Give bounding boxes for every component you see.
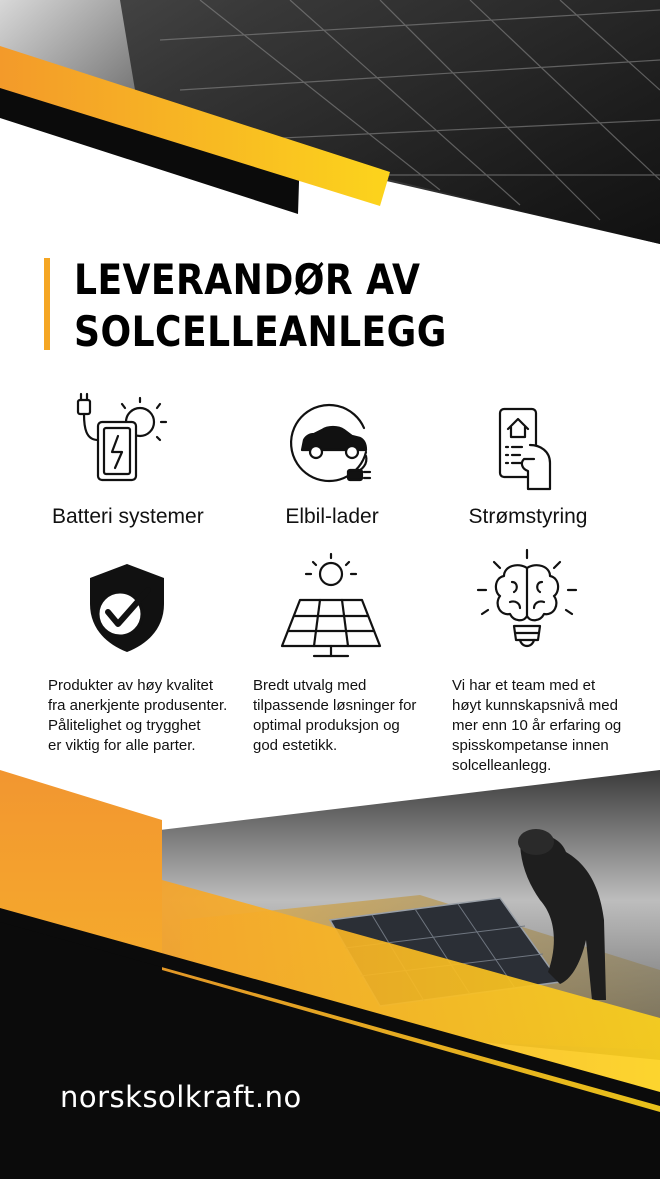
yellow-stripe <box>0 46 390 206</box>
shield-check-icon <box>90 564 164 652</box>
brain-bulb-icon <box>476 548 578 648</box>
value-text-quality: Produkter av høy kvalitet fra anerkjente… <box>48 676 227 756</box>
value-text-selection: Bredt utvalg med tilpassende løsninger f… <box>253 676 416 756</box>
value-text-line: spisskompetanse innen <box>452 737 609 754</box>
black-band <box>0 915 660 1179</box>
value-text-team: Vi har et team med et høyt kunnskapsnivå… <box>452 676 621 776</box>
solar-panel-sun-icon <box>280 552 382 658</box>
battery-charger-sun-icon <box>76 392 168 482</box>
value-text-line: høyt kunnskapsnivå med <box>452 697 618 714</box>
bottom-banner <box>0 770 660 1179</box>
title-line-1: LEVERANDØR AV <box>74 255 421 304</box>
electric-car-plug-icon <box>290 403 372 483</box>
value-text-line: Vi har et team med et <box>452 677 596 694</box>
value-text-line: Pålitelighet og trygghet <box>48 717 201 734</box>
service-label-battery: Batteri systemer <box>52 505 204 528</box>
smart-home-phone-icon <box>498 407 552 491</box>
top-banner <box>0 0 660 280</box>
installer-figure <box>520 835 606 1000</box>
value-text-line: optimal produksjon og <box>253 717 400 734</box>
page-title: LEVERANDØR AV SOLCELLEANLEGG <box>74 254 447 358</box>
yellow-stripe <box>162 880 660 1112</box>
value-text-line: tilpassende løsninger for <box>253 697 417 714</box>
website-link[interactable]: norsksolkraft.no <box>60 1080 302 1114</box>
title-accent-bar <box>44 258 50 350</box>
value-text-line: er viktig for alle parter. <box>48 737 196 754</box>
value-text-line: Bredt utvalg med <box>253 677 367 694</box>
value-text-line: solcelleanlegg. <box>452 757 552 774</box>
value-text-line: mer enn 10 år erfaring og <box>452 717 622 734</box>
title-line-2: SOLCELLEANLEGG <box>74 307 447 356</box>
value-text-line: fra anerkjente produsenter. <box>48 697 228 714</box>
service-label-ev-charger: Elbil-lader <box>285 505 379 528</box>
service-label-power-control: Strømstyring <box>468 505 588 528</box>
value-text-line: god estetikk. <box>253 737 338 754</box>
value-text-line: Produkter av høy kvalitet <box>48 677 214 694</box>
